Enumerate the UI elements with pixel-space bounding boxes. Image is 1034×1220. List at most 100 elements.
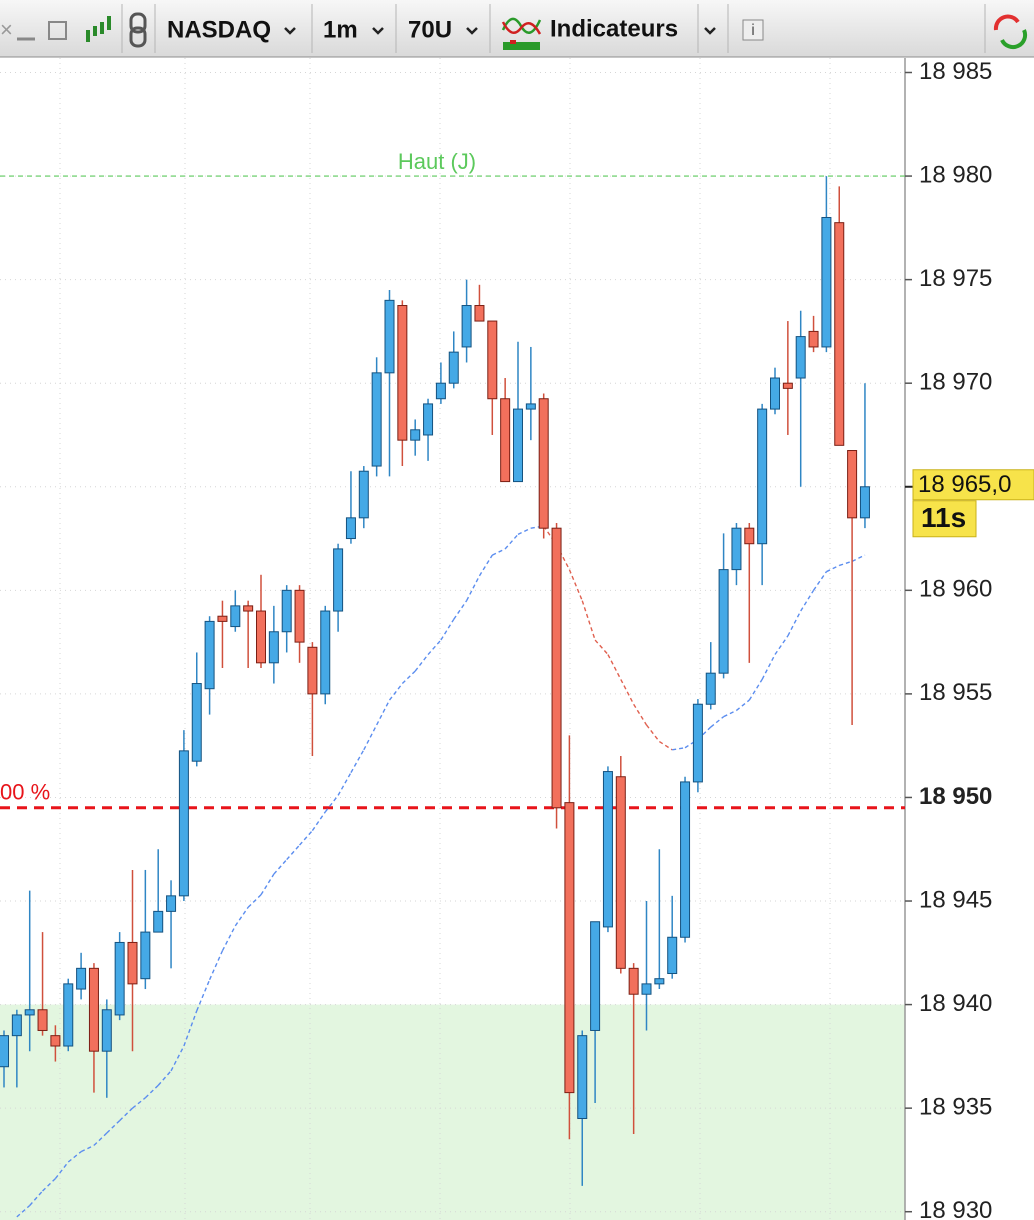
chevrons	[284, 27, 716, 35]
moving-average	[273, 859, 288, 875]
candle-body	[757, 408, 768, 545]
axis-bg	[905, 58, 1034, 1220]
moving-average	[748, 679, 763, 701]
svg-text:i: i	[751, 22, 755, 39]
moving-average	[234, 906, 249, 927]
candle-body	[615, 776, 626, 969]
moving-average	[144, 1084, 159, 1099]
indicator-icon	[501, 17, 542, 50]
moving-average	[774, 635, 789, 655]
candle-body	[551, 527, 562, 809]
moving-average	[29, 1190, 44, 1206]
candle-body	[705, 672, 716, 705]
link-icon[interactable]	[129, 12, 147, 48]
moving-average	[183, 1010, 198, 1047]
candles-icon[interactable]	[86, 16, 111, 42]
candle-body	[178, 750, 189, 897]
candle-body	[333, 548, 344, 612]
moving-average	[453, 600, 468, 620]
candle-body	[217, 615, 228, 622]
moving-average	[723, 709, 737, 718]
candle-body	[410, 429, 421, 441]
candle-body	[435, 382, 446, 400]
countdown: 11s	[921, 502, 966, 533]
moving-average	[157, 1070, 172, 1086]
candle-body	[859, 486, 870, 519]
candle-body	[654, 978, 665, 985]
candle-body	[808, 330, 819, 348]
candle-body	[24, 1009, 35, 1016]
moving-average	[80, 1144, 95, 1153]
candle-body	[166, 895, 177, 912]
candle-body	[50, 1035, 61, 1047]
candle-body	[320, 610, 331, 695]
candle-body	[294, 589, 305, 643]
moving-average	[196, 979, 211, 1012]
y-tick-label: 18 940	[919, 990, 992, 1017]
moving-average	[839, 560, 853, 567]
y-tick-label: 18 970	[919, 369, 992, 396]
moving-average	[208, 950, 224, 981]
moving-average	[132, 1097, 146, 1109]
candle-body	[461, 305, 472, 348]
candle-body	[63, 983, 74, 1047]
candle-body	[513, 408, 523, 483]
moving-average	[363, 724, 378, 751]
price-box	[912, 469, 1034, 501]
moving-average	[440, 618, 455, 641]
candle-body	[191, 683, 202, 762]
candle-body	[834, 222, 845, 446]
moving-average	[324, 794, 339, 813]
candle-body	[127, 941, 138, 985]
candle-body	[76, 967, 87, 990]
moving-average	[710, 716, 725, 728]
interval-select[interactable]: 1m	[323, 16, 358, 43]
y-tick-label: 18 985	[919, 58, 992, 85]
moving-average	[170, 1045, 185, 1072]
candle-body	[268, 631, 279, 664]
moving-average	[388, 683, 403, 701]
moving-average	[350, 749, 365, 773]
candle-body	[37, 1009, 48, 1031]
moving-average	[581, 600, 596, 641]
moving-average	[787, 610, 802, 637]
candle-body	[114, 941, 125, 1016]
candle-body	[423, 403, 434, 436]
candle-body	[140, 931, 151, 980]
y-tick-label: 18 935	[919, 1093, 992, 1120]
close-icon[interactable]: ×	[0, 17, 13, 42]
maximize-icon[interactable]	[48, 21, 67, 40]
candle-body	[474, 305, 485, 322]
candle-body	[371, 372, 382, 467]
indicators-button[interactable]: Indicateurs	[550, 15, 678, 42]
moving-average	[311, 811, 326, 831]
candle-body	[731, 527, 742, 571]
info-icon[interactable]: i	[742, 19, 764, 41]
moving-average	[607, 654, 622, 680]
units-select[interactable]: 70U	[408, 16, 452, 43]
candle-body	[590, 921, 601, 1031]
symbol-select[interactable]: NASDAQ	[167, 16, 271, 43]
candle-body	[692, 703, 703, 783]
level-label: 00 %	[0, 780, 50, 805]
moving-average	[543, 525, 558, 546]
candle-body	[397, 305, 408, 441]
moving-average	[672, 747, 686, 751]
moving-average	[106, 1120, 121, 1134]
y-tick-label: 18 975	[919, 265, 992, 292]
candle-body	[718, 569, 729, 674]
moving-average	[594, 639, 609, 655]
moving-average	[555, 544, 571, 570]
moving-average	[42, 1178, 56, 1192]
candle-body	[204, 620, 215, 690]
moving-average	[736, 699, 750, 712]
moving-average	[247, 894, 262, 908]
moving-average	[376, 699, 391, 726]
candle-body	[500, 398, 511, 483]
y-tick-label: 18 930	[919, 1197, 992, 1220]
moving-average	[491, 548, 506, 556]
moving-average	[658, 740, 673, 751]
moving-average	[761, 654, 776, 680]
candle-body	[281, 589, 292, 633]
refresh-icon[interactable]	[993, 14, 1028, 50]
